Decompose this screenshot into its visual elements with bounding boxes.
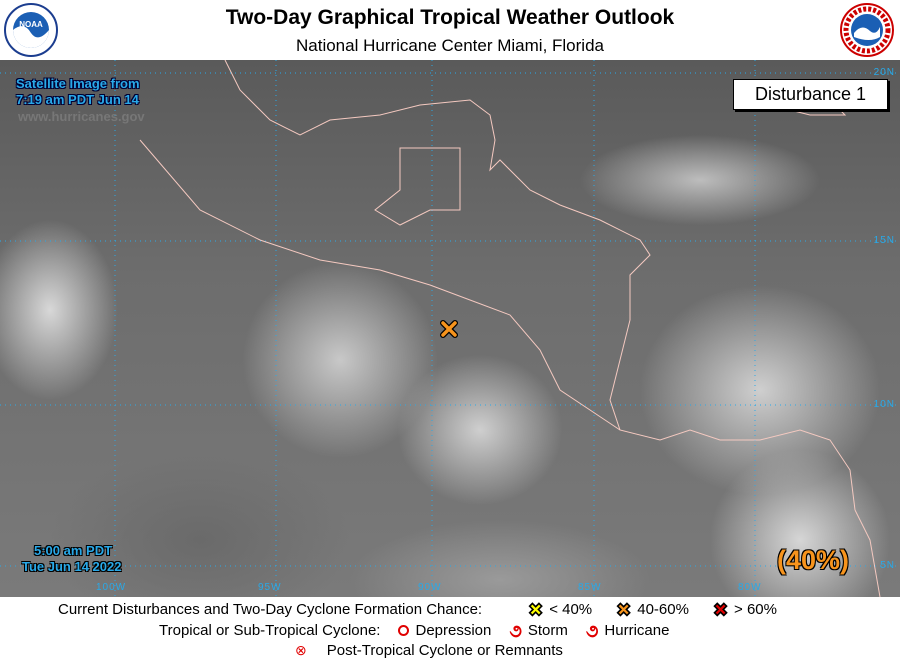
low-chance-x-icon: ✖: [528, 599, 544, 620]
lat-label: 20N: [873, 67, 895, 78]
satellite-map: Satellite Image from 7:19 am PDT Jun 14 …: [0, 60, 900, 597]
lat-label: 10N: [873, 399, 895, 410]
map-overlay: [0, 60, 900, 597]
lon-label: 85W: [578, 582, 602, 593]
nws-logo: [840, 3, 894, 57]
satellite-time-value: 7:19 am PDT Jun 14: [16, 92, 139, 107]
disturbance-chance: (40%): [777, 545, 850, 575]
timestamp-date: Tue Jun 14 2022: [22, 559, 122, 574]
legend-formation-row: Current Disturbances and Two-Day Cyclone…: [58, 599, 777, 620]
satellite-time-label: Satellite Image from: [16, 76, 140, 91]
page-subtitle: National Hurricane Center Miami, Florida: [295, 36, 604, 55]
lon-label: 100W: [96, 582, 127, 593]
timestamp-time: 5:00 am PDT: [34, 543, 113, 558]
svg-text:NOAA: NOAA: [19, 20, 43, 29]
lon-label: 80W: [738, 582, 762, 593]
lon-label: 90W: [418, 582, 442, 593]
legend-high: > 60%: [734, 601, 777, 618]
high-chance-x-icon: ✖: [712, 599, 729, 620]
legend-post-tropical-row: ⊗ Post-Tropical Cyclone or Remnants: [295, 642, 563, 659]
legend-hurricane: Hurricane: [604, 622, 670, 639]
legend-cyclone-title: Tropical or Sub-Tropical Cyclone:: [159, 622, 381, 639]
website-label: www.hurricanes.gov: [18, 109, 145, 124]
grid-lines: [0, 60, 900, 597]
legend-storm: Storm: [527, 622, 568, 639]
legend-depression: Depression: [415, 622, 492, 639]
lon-label: 95W: [258, 582, 282, 593]
lat-label: 15N: [873, 235, 895, 246]
legend-formation-title: Current Disturbances and Two-Day Cyclone…: [58, 601, 483, 618]
page-title: Two-Day Graphical Tropical Weather Outlo…: [225, 6, 675, 29]
storm-icon: ૭: [509, 620, 522, 641]
lat-label: 5N: [880, 560, 895, 571]
hurricane-icon: ૭: [585, 620, 599, 641]
disturbance-marker: [440, 320, 458, 338]
legend-medium: 40-60%: [637, 601, 689, 618]
medium-chance-x-icon: ✖: [616, 599, 632, 620]
coastlines: [139, 60, 881, 597]
post-tropical-icon: ⊗: [295, 642, 307, 658]
header: NOAA Two-Day Graphical Tropical Weather …: [0, 0, 900, 60]
legend: Current Disturbances and Two-Day Cyclone…: [0, 597, 900, 665]
legend-post-tropical: Post-Tropical Cyclone or Remnants: [326, 642, 563, 659]
noaa-logo: NOAA: [4, 3, 58, 57]
disturbance-label[interactable]: Disturbance 1: [733, 79, 888, 110]
depression-icon: [398, 625, 410, 636]
legend-cyclone-row: Tropical or Sub-Tropical Cyclone: Depres…: [159, 620, 670, 641]
legend-low: < 40%: [549, 601, 593, 618]
